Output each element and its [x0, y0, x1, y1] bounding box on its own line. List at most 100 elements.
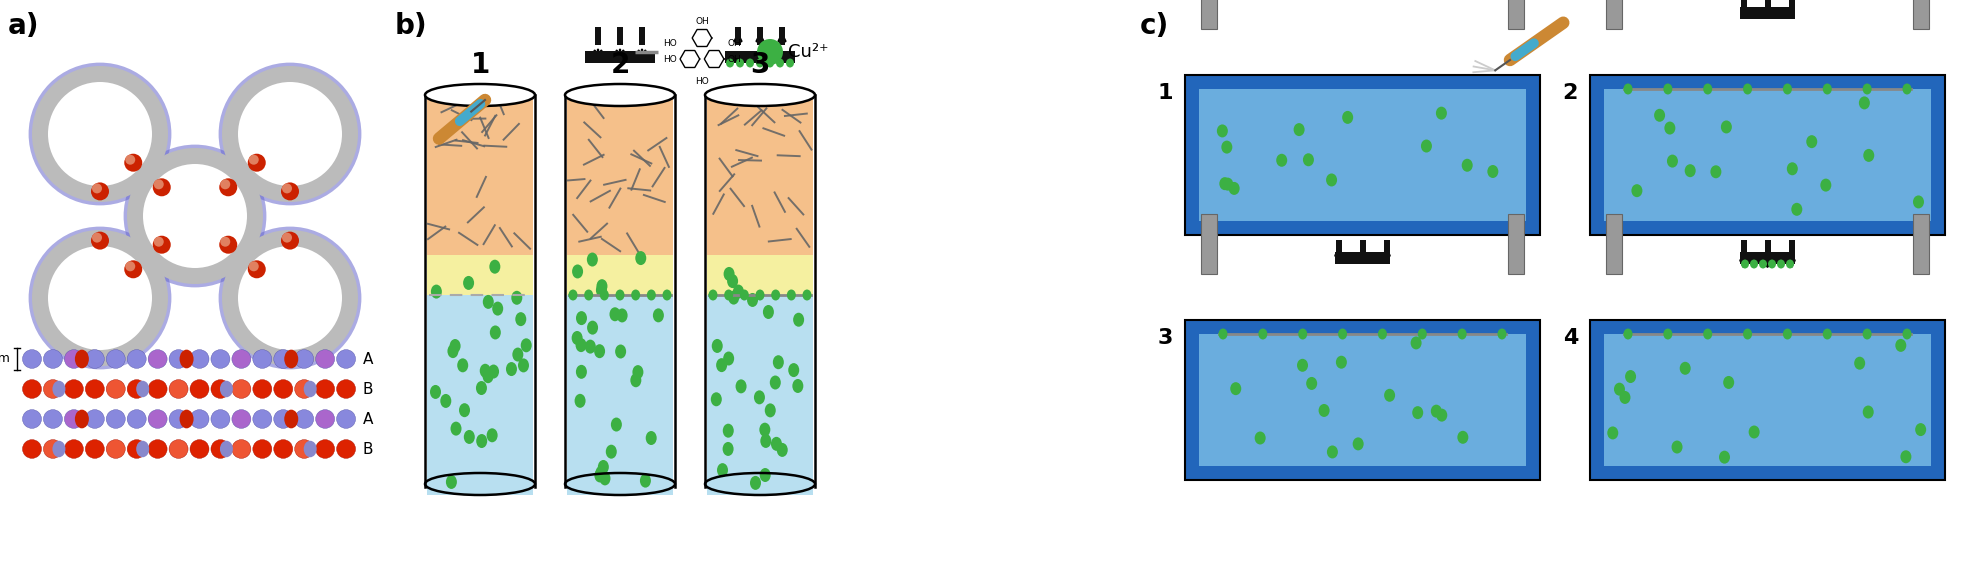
Ellipse shape	[65, 410, 83, 428]
Ellipse shape	[1219, 328, 1227, 339]
Ellipse shape	[489, 325, 501, 339]
Ellipse shape	[107, 440, 124, 458]
Ellipse shape	[211, 350, 231, 368]
Text: a): a)	[8, 12, 39, 40]
Ellipse shape	[1902, 83, 1912, 94]
Ellipse shape	[1377, 328, 1387, 339]
Ellipse shape	[716, 358, 728, 372]
Ellipse shape	[32, 230, 168, 366]
Bar	[1606, 0, 1622, 29]
Bar	[426, 95, 533, 255]
Ellipse shape	[584, 290, 594, 301]
Bar	[1740, 7, 1795, 19]
Text: 3: 3	[1158, 328, 1174, 348]
Ellipse shape	[284, 350, 298, 368]
Ellipse shape	[239, 82, 341, 186]
Ellipse shape	[1231, 382, 1241, 395]
Ellipse shape	[22, 410, 41, 428]
Ellipse shape	[126, 440, 146, 458]
Ellipse shape	[1620, 391, 1630, 404]
Ellipse shape	[1223, 177, 1233, 191]
Ellipse shape	[1436, 409, 1448, 421]
Ellipse shape	[274, 350, 292, 368]
Bar	[566, 295, 673, 495]
Ellipse shape	[126, 380, 146, 398]
Ellipse shape	[1750, 260, 1758, 269]
Ellipse shape	[1722, 376, 1734, 389]
Bar	[426, 295, 533, 495]
Ellipse shape	[53, 441, 65, 457]
Ellipse shape	[1916, 423, 1926, 436]
Ellipse shape	[294, 350, 314, 368]
Circle shape	[219, 178, 237, 197]
Bar	[1740, 252, 1795, 264]
Ellipse shape	[564, 84, 675, 106]
Ellipse shape	[475, 434, 487, 448]
Circle shape	[93, 232, 103, 243]
Circle shape	[152, 178, 172, 197]
Circle shape	[124, 261, 136, 271]
Circle shape	[280, 232, 300, 250]
Ellipse shape	[708, 290, 718, 301]
Ellipse shape	[793, 379, 803, 393]
Ellipse shape	[596, 283, 608, 297]
Ellipse shape	[1385, 389, 1395, 402]
Ellipse shape	[233, 440, 251, 458]
Ellipse shape	[189, 440, 209, 458]
Ellipse shape	[598, 460, 610, 474]
Ellipse shape	[170, 350, 187, 368]
Ellipse shape	[170, 380, 187, 398]
Ellipse shape	[1277, 154, 1286, 167]
Ellipse shape	[1488, 165, 1498, 178]
Ellipse shape	[1663, 328, 1673, 339]
Ellipse shape	[233, 380, 251, 398]
Ellipse shape	[233, 410, 251, 428]
Ellipse shape	[489, 260, 501, 274]
Ellipse shape	[170, 410, 187, 428]
Ellipse shape	[274, 380, 292, 398]
Circle shape	[280, 183, 300, 201]
Bar	[1186, 75, 1541, 235]
Bar	[1507, 214, 1523, 274]
Ellipse shape	[32, 66, 168, 202]
Ellipse shape	[1608, 427, 1618, 439]
Circle shape	[124, 155, 136, 165]
Circle shape	[93, 183, 103, 194]
Bar	[1788, 240, 1795, 258]
Ellipse shape	[726, 58, 734, 68]
Ellipse shape	[233, 350, 251, 368]
Ellipse shape	[47, 246, 152, 350]
Ellipse shape	[1326, 173, 1338, 187]
Bar	[1606, 214, 1622, 274]
Bar	[1200, 334, 1525, 466]
Circle shape	[124, 154, 142, 172]
Ellipse shape	[586, 253, 598, 266]
Ellipse shape	[1740, 260, 1748, 269]
Ellipse shape	[576, 365, 586, 379]
Ellipse shape	[515, 312, 527, 326]
Ellipse shape	[1626, 370, 1636, 383]
Ellipse shape	[1632, 184, 1642, 197]
Ellipse shape	[440, 394, 452, 408]
Bar	[1590, 75, 1945, 235]
Ellipse shape	[1711, 165, 1720, 178]
Text: HO: HO	[663, 55, 677, 65]
Bar	[724, 51, 795, 63]
Text: 0.3 nm: 0.3 nm	[0, 353, 10, 365]
Ellipse shape	[746, 58, 754, 68]
Ellipse shape	[219, 227, 361, 369]
Ellipse shape	[464, 430, 475, 444]
Ellipse shape	[211, 410, 231, 428]
Ellipse shape	[316, 380, 335, 398]
Ellipse shape	[572, 265, 584, 279]
Ellipse shape	[22, 350, 41, 368]
Ellipse shape	[576, 311, 588, 325]
Ellipse shape	[337, 440, 355, 458]
Ellipse shape	[448, 344, 458, 358]
Text: OH: OH	[728, 55, 742, 65]
Ellipse shape	[722, 442, 734, 456]
Ellipse shape	[1624, 328, 1632, 339]
Ellipse shape	[1458, 328, 1466, 339]
Ellipse shape	[596, 466, 606, 480]
Ellipse shape	[1778, 260, 1786, 269]
